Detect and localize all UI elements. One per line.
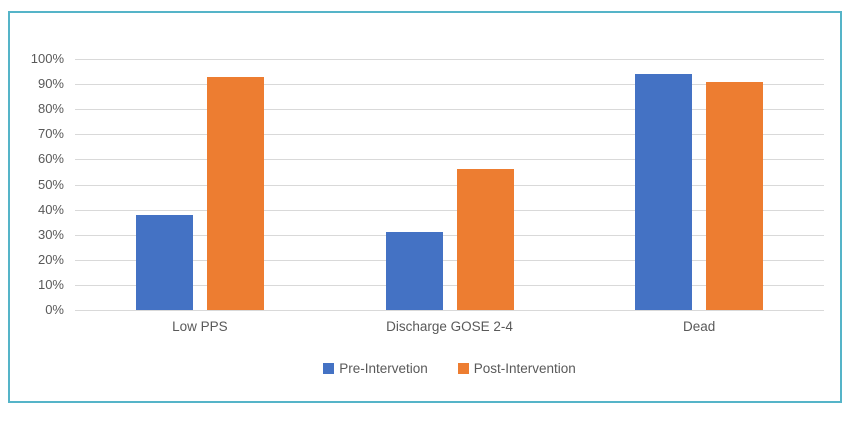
gridline-10pct bbox=[75, 284, 824, 286]
y-axis-tick-label-80pct: 80% bbox=[37, 101, 64, 117]
bar-post-intervention-low-pps bbox=[206, 76, 264, 310]
x-axis-category-label-low-pps: Low PPS bbox=[172, 319, 228, 334]
legend: Pre-Intervetion Post-Intervention bbox=[75, 361, 824, 376]
bar-pre-intervetion-low-pps bbox=[135, 214, 193, 310]
gridline-30pct bbox=[75, 234, 824, 236]
x-axis-category-label-dead: Dead bbox=[683, 319, 716, 334]
y-axis-tick-label-90pct: 90% bbox=[37, 76, 64, 92]
y-axis-tick-label-50pct: 50% bbox=[37, 176, 64, 192]
y-axis-tick-label-100pct: 100% bbox=[30, 51, 64, 66]
bar-pre-intervetion-dead bbox=[635, 74, 693, 310]
y-axis-tick-label-10pct: 10% bbox=[37, 276, 64, 292]
bar-post-intervention-discharge-gose-2-4 bbox=[456, 169, 514, 310]
gridline-40pct bbox=[75, 209, 824, 211]
y-axis-tick-label-20pct: 20% bbox=[37, 251, 64, 267]
legend-swatch-icon-post-intervention bbox=[457, 363, 469, 374]
y-axis-tick-label-70pct: 70% bbox=[37, 126, 64, 142]
y-axis-tick-label-40pct: 40% bbox=[37, 201, 64, 217]
legend-label-post-intervention: Post-Intervention bbox=[473, 361, 576, 376]
gridline-80pct bbox=[75, 109, 824, 111]
gridline-20pct bbox=[75, 259, 824, 261]
legend-label-pre-intervetion: Pre-Intervetion bbox=[339, 361, 428, 376]
legend-swatch-icon-pre-intervetion bbox=[323, 363, 335, 374]
plot-area bbox=[75, 59, 824, 311]
y-axis-tick-label-30pct: 30% bbox=[37, 226, 64, 242]
gridline-50pct bbox=[75, 184, 824, 186]
chart-border-frame: Pre-Intervetion Post-Intervention 0% 10% 20… bbox=[8, 11, 842, 403]
bar-pre-intervetion-discharge-gose-2-4 bbox=[385, 232, 443, 310]
gridline-60pct bbox=[75, 159, 824, 161]
gridline-0pct bbox=[75, 310, 824, 311]
gridline-70pct bbox=[75, 134, 824, 136]
y-axis-tick-label-60pct: 60% bbox=[37, 151, 64, 167]
y-axis-tick-label-0pct: 0% bbox=[45, 302, 64, 317]
gridline-100pct bbox=[75, 59, 824, 60]
legend-item-post-intervention: Post-Intervention bbox=[457, 361, 576, 376]
gridline-90pct bbox=[75, 84, 824, 86]
legend-item-pre-intervetion: Pre-Intervetion bbox=[323, 361, 428, 376]
bar-post-intervention-dead bbox=[706, 81, 764, 310]
x-axis-category-label-discharge-gose-2-4: Discharge GOSE 2-4 bbox=[386, 319, 513, 334]
